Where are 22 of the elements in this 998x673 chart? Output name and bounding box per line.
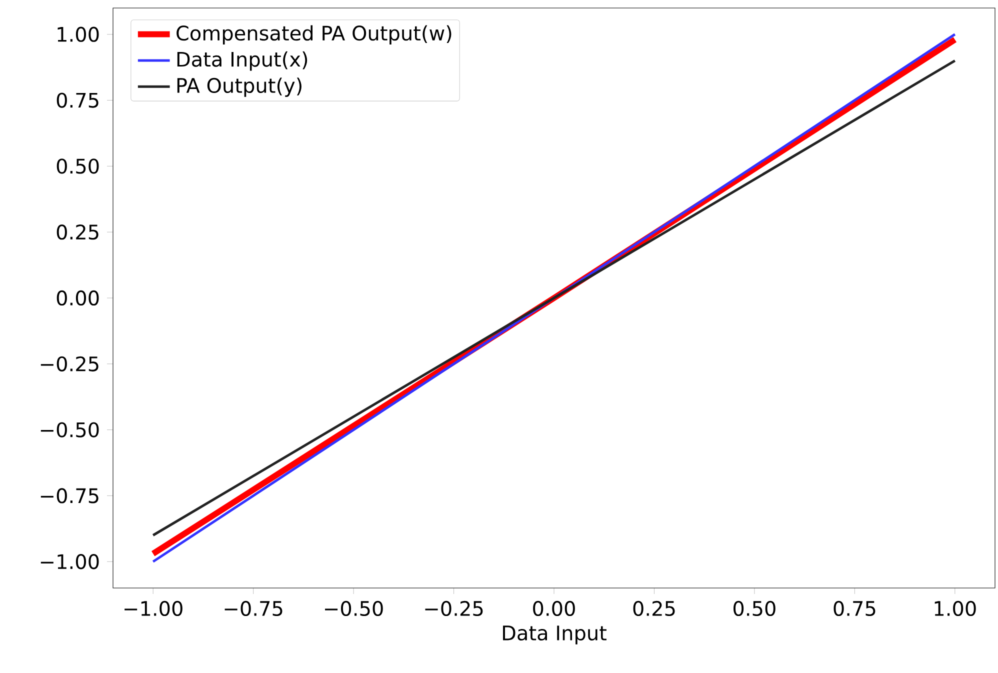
x-tick-label: −0.75 [224, 600, 282, 616]
y-tick-label: 1.00 [58, 26, 99, 42]
legend-label: PA Output(y) [177, 78, 302, 97]
y-tick-label: −0.50 [40, 422, 99, 438]
y-tick-label: −1.00 [40, 554, 99, 570]
x-axis-title: Data Input [503, 626, 606, 644]
x-tick-label: 0.50 [734, 600, 776, 616]
x-tick-label: 0.75 [834, 600, 876, 616]
y-tick-label: 0.50 [56, 158, 99, 174]
x-tick-label: −0.50 [325, 600, 383, 616]
y-tick-label: 0.75 [56, 92, 98, 108]
legend-label: Compensated PA Output(w) [176, 25, 452, 45]
x-tick-label: 1.00 [934, 600, 976, 616]
x-tick-label: −0.25 [425, 600, 483, 616]
x-tick-label: 0.25 [633, 600, 675, 616]
y-tick-label: 0.00 [56, 290, 99, 306]
y-tick-label: −0.75 [40, 488, 98, 504]
legend-label: Data Input(x) [177, 51, 308, 71]
y-tick-label: −0.25 [40, 356, 98, 372]
y-tick-label: 0.25 [56, 224, 98, 240]
x-tick-label: 0.00 [533, 600, 575, 616]
x-tick-label: −1.00 [124, 600, 182, 616]
